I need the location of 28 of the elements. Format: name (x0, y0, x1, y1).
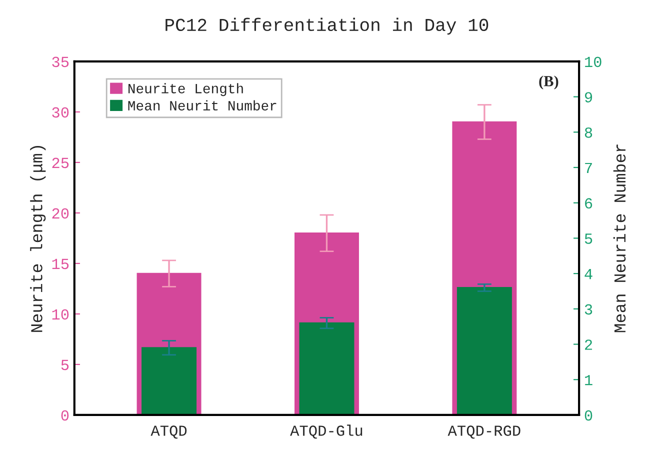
legend-label: Neurite Length (128, 83, 243, 96)
y2-tick-label: 3 (584, 304, 592, 315)
x-tick-label: ATQD-Glu (290, 424, 362, 439)
y-tick-label: 10 (52, 309, 69, 320)
legend-label: Mean Neurit Number (128, 100, 276, 110)
y-axis-title: Neurite length (μm) (30, 146, 46, 332)
y-tick-label: 15 (52, 258, 69, 270)
y-tick-label: 5 (61, 360, 69, 370)
y2-tick-label: 8 (584, 127, 592, 138)
y2-tick-label: 4 (584, 269, 592, 280)
chart-title: PC12 Differentiation in Day 10 (166, 18, 488, 35)
y2-tick-label: 5 (584, 234, 592, 244)
y-tick-label: 20 (52, 208, 69, 219)
y2-axis-title: Mean Neurite Number (613, 144, 626, 332)
y-tick-label: 35 (52, 56, 69, 68)
y2-tick-label: 10 (585, 56, 602, 68)
y2-tick-label: 1 (585, 375, 592, 386)
y2-tick-label: 2 (585, 340, 592, 350)
annotation: (B) (539, 76, 558, 90)
y-tick-label: 30 (52, 107, 69, 118)
x-tick-label: ATQD (150, 426, 187, 439)
x-tick-label: ATQD-RGD (448, 426, 520, 439)
y2-tick-label: 6 (585, 198, 592, 209)
y2-tick-label: 7 (585, 162, 592, 174)
y2-tick-label: 0 (584, 410, 592, 421)
y-tick-label: 25 (52, 158, 69, 168)
y-tick-label: 0 (61, 410, 69, 421)
y2-tick-label: 9 (584, 92, 592, 102)
